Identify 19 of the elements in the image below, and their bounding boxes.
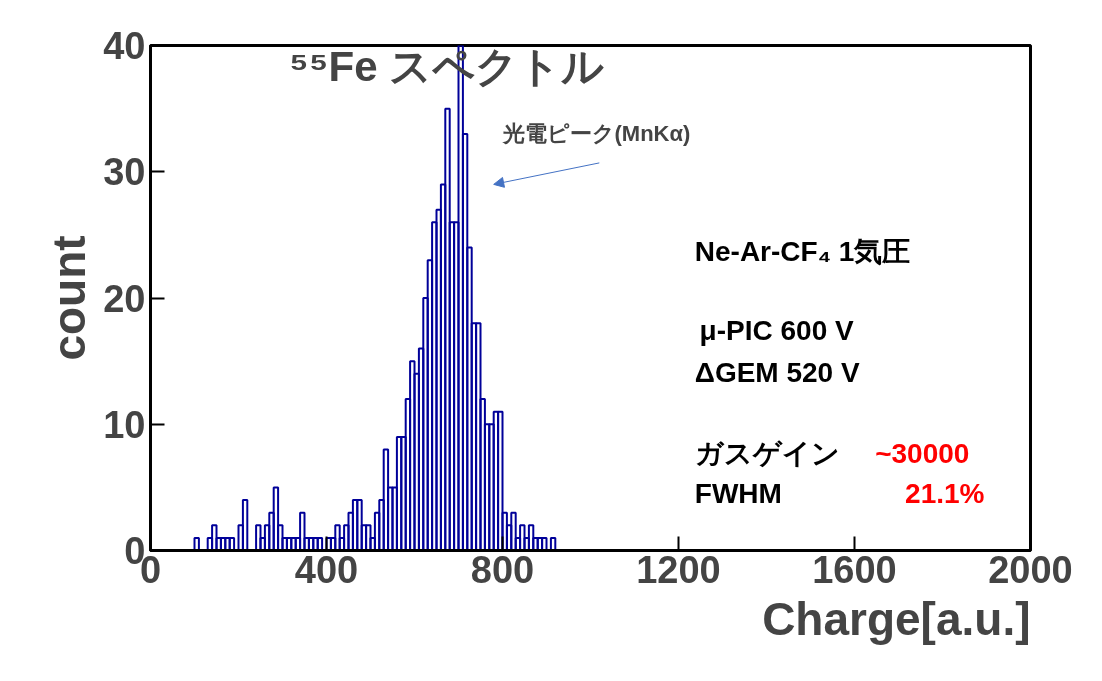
y-tick-label: 10 bbox=[103, 403, 146, 446]
annotation: 光電ピーク(MnKα) bbox=[501, 121, 691, 147]
x-axis-title: Charge[a.u.] bbox=[762, 592, 1031, 645]
annotation: Ne-Ar-CF₄ 1気圧 bbox=[694, 235, 911, 267]
annotation: ~30000 bbox=[875, 437, 970, 469]
annotation: 21.1% bbox=[905, 478, 985, 510]
y-tick-label: 20 bbox=[103, 277, 146, 320]
y-tick-label: 40 bbox=[103, 25, 146, 67]
annotation: ΔGEM 520 V bbox=[694, 356, 860, 388]
x-tick-label: 1600 bbox=[812, 548, 897, 591]
y-axis-title: count bbox=[43, 235, 96, 361]
x-tick-label: 1200 bbox=[636, 548, 721, 591]
annotation: ガスゲイン bbox=[694, 437, 840, 469]
x-tick-label: 2000 bbox=[988, 548, 1073, 591]
annotation: μ-PIC 600 V bbox=[699, 315, 855, 347]
x-tick-label: 800 bbox=[470, 548, 535, 591]
y-tick-label: 30 bbox=[103, 151, 146, 194]
annotation: FWHM bbox=[694, 478, 782, 510]
x-tick-label: 400 bbox=[294, 548, 359, 591]
